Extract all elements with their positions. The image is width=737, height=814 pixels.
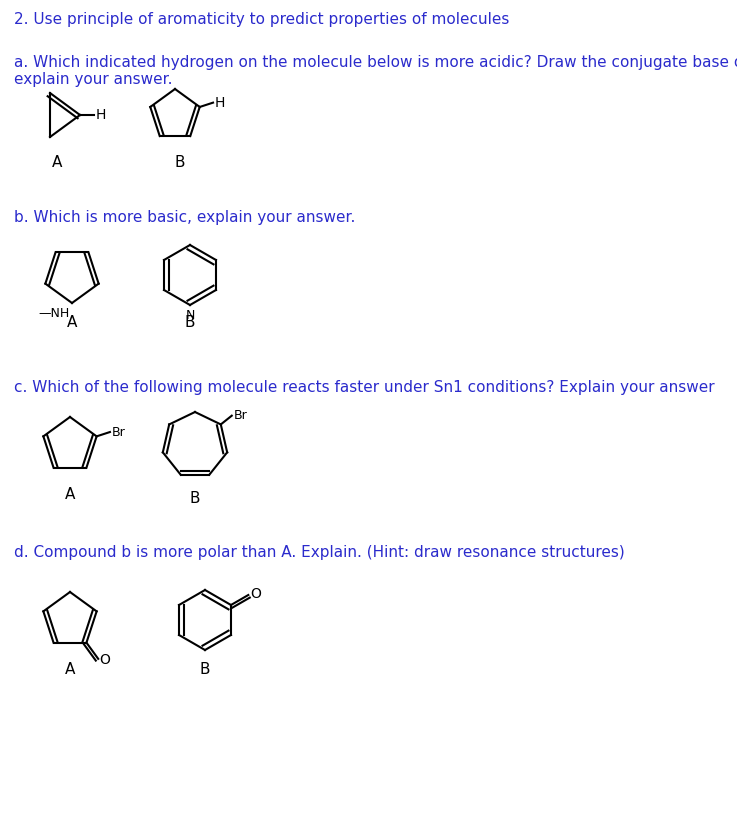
Text: O: O [99,654,111,667]
Text: H: H [215,95,226,110]
Text: B: B [200,662,210,677]
Text: N: N [185,309,195,322]
Text: B: B [175,155,185,170]
Text: —NH: —NH [39,307,70,320]
Text: Br: Br [234,409,248,422]
Text: O: O [250,587,261,601]
Text: b. Which is more basic, explain your answer.: b. Which is more basic, explain your ans… [14,210,355,225]
Text: A: A [65,662,75,677]
Text: 2. Use principle of aromaticity to predict properties of molecules: 2. Use principle of aromaticity to predi… [14,12,509,27]
Text: B: B [185,315,195,330]
Text: Br: Br [112,426,126,439]
Text: H: H [96,108,106,122]
Text: B: B [189,491,200,506]
Text: A: A [52,155,62,170]
Text: A: A [65,487,75,502]
Text: A: A [67,315,77,330]
Text: c. Which of the following molecule reacts faster under Sn1 conditions? Explain y: c. Which of the following molecule react… [14,380,715,395]
Text: d. Compound b is more polar than A. Explain. (Hint: draw resonance structures): d. Compound b is more polar than A. Expl… [14,545,625,560]
Text: a. Which indicated hydrogen on the molecule below is more acidic? Draw the conju: a. Which indicated hydrogen on the molec… [14,55,737,87]
